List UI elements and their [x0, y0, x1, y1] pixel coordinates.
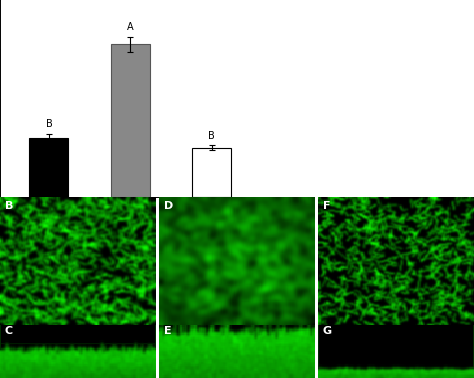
Text: B: B: [46, 119, 52, 129]
Text: G: G: [323, 326, 332, 336]
Text: F: F: [323, 201, 330, 211]
Text: C: C: [5, 326, 13, 336]
Text: A: A: [127, 22, 134, 32]
Text: B: B: [5, 201, 13, 211]
Text: B: B: [209, 130, 215, 141]
Bar: [111, 44, 150, 197]
Text: D: D: [164, 201, 173, 211]
Text: E: E: [164, 326, 171, 336]
Bar: [29, 138, 68, 197]
Bar: [192, 148, 231, 197]
